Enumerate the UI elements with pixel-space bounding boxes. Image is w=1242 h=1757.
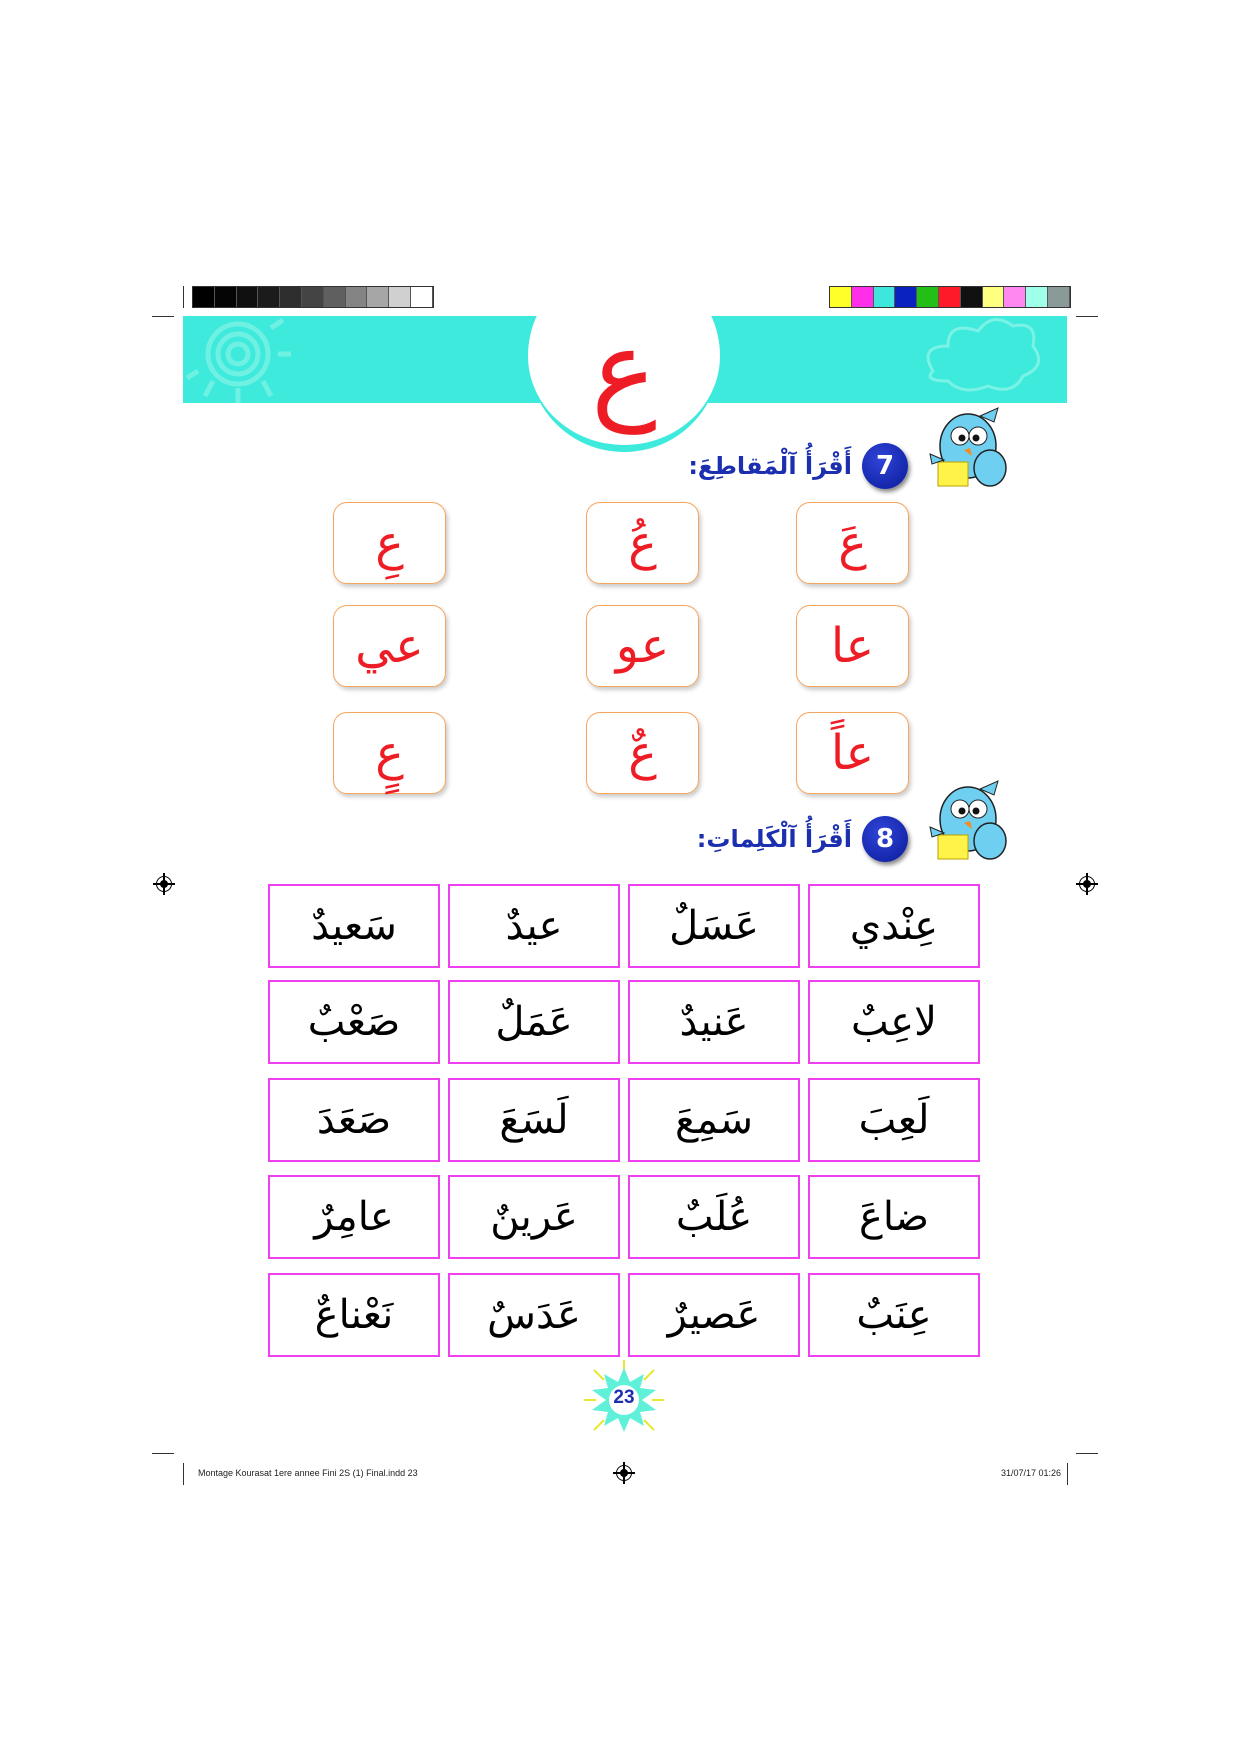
word-card: عِنَبٌ <box>808 1273 980 1357</box>
word-card: ضاعَ <box>808 1175 980 1259</box>
syllable-card: عو <box>586 605 699 687</box>
registration-mark-icon <box>153 873 175 895</box>
exercise-title: أَقْرَأُ آلْكَلِماتِ: <box>696 825 852 853</box>
word-card: عِنْدي <box>808 884 980 968</box>
color-swatch <box>1004 287 1027 307</box>
crop-mark <box>183 1463 184 1485</box>
word-card: عَصيرٌ <box>628 1273 800 1357</box>
exercise-number-badge: 7 <box>862 443 908 489</box>
word-card: عَرينٌ <box>448 1175 620 1259</box>
word-card: لاعِبٌ <box>808 980 980 1064</box>
color-swatch <box>345 287 368 307</box>
color-swatch <box>236 287 259 307</box>
sun-icon <box>185 317 1041 403</box>
cloud-icon <box>926 318 1041 392</box>
word-card: لَعِبَ <box>808 1078 980 1162</box>
word-card: نَعْناعٌ <box>268 1273 440 1357</box>
syllable-card: عٌ <box>586 712 699 794</box>
letter-circle: ع <box>528 260 720 452</box>
word-card: عَدَسٌ <box>448 1273 620 1357</box>
syllable-card: عاً <box>796 712 909 794</box>
color-swatch <box>193 287 215 307</box>
bird-reading-icon <box>929 407 1007 487</box>
bird-reading-icon <box>929 780 1007 860</box>
syllable-card: عٍ <box>333 712 446 794</box>
color-swatch <box>367 287 390 307</box>
color-swatch <box>1047 287 1070 307</box>
exercise-number-badge: 8 <box>862 816 908 862</box>
word-card: عَسَلٌ <box>628 884 800 968</box>
word-card: لَسَعَ <box>448 1078 620 1162</box>
color-swatch <box>301 287 324 307</box>
syllable-card: عي <box>333 605 446 687</box>
exercise-7-heading: 7 أَقْرَأُ آلْمَقاطِعَ: <box>688 443 908 489</box>
syllable-card: عا <box>796 605 909 687</box>
featured-letter: ع <box>591 306 657 434</box>
registration-mark-icon <box>1076 873 1098 895</box>
word-card: صَعَدَ <box>268 1078 440 1162</box>
crop-mark <box>1067 1463 1068 1485</box>
color-swatch <box>938 287 961 307</box>
color-swatch <box>917 287 939 307</box>
word-card: عَنيدٌ <box>628 980 800 1064</box>
word-card: عَمَلٌ <box>448 980 620 1064</box>
word-card: عامِرٌ <box>268 1175 440 1259</box>
color-swatch <box>960 287 983 307</box>
registration-mark-icon <box>613 1462 635 1484</box>
grayscale-bar <box>192 286 434 308</box>
syllable-card: عُ <box>586 502 699 584</box>
word-card: سَمِعَ <box>628 1078 800 1162</box>
exercise-title: أَقْرَأُ آلْمَقاطِعَ: <box>688 452 852 480</box>
color-swatch <box>830 287 852 307</box>
crop-mark <box>1076 1453 1098 1454</box>
footer-date: 31/07/17 01:26 <box>1000 1468 1061 1478</box>
word-card: سَعيدٌ <box>268 884 440 968</box>
word-card: عيدٌ <box>448 884 620 968</box>
color-swatch <box>323 287 346 307</box>
footer-filename: Montage Kourasat 1ere annee Fini 2S (1) … <box>198 1468 418 1478</box>
color-swatch <box>410 287 433 307</box>
color-swatch <box>389 287 411 307</box>
word-card: عُلَبٌ <box>628 1175 800 1259</box>
syllable-card: عِ <box>333 502 446 584</box>
crop-mark <box>152 1453 174 1454</box>
color-swatch <box>895 287 918 307</box>
exercise-8-heading: 8 أَقْرَأُ آلْكَلِماتِ: <box>697 816 908 862</box>
color-swatch <box>873 287 896 307</box>
color-swatch <box>258 287 281 307</box>
color-swatch <box>280 287 302 307</box>
color-swatch <box>982 287 1005 307</box>
color-swatch <box>851 287 874 307</box>
page-number: 23 <box>613 1387 635 1408</box>
syllable-card: عَ <box>796 502 909 584</box>
color-swatch <box>214 287 237 307</box>
page-number-burst <box>584 1360 664 1432</box>
crop-mark <box>152 316 174 317</box>
color-bar <box>829 286 1071 308</box>
color-swatch <box>1026 287 1048 307</box>
crop-mark <box>183 286 184 308</box>
word-card: صَعْبٌ <box>268 980 440 1064</box>
crop-mark <box>1076 316 1098 317</box>
